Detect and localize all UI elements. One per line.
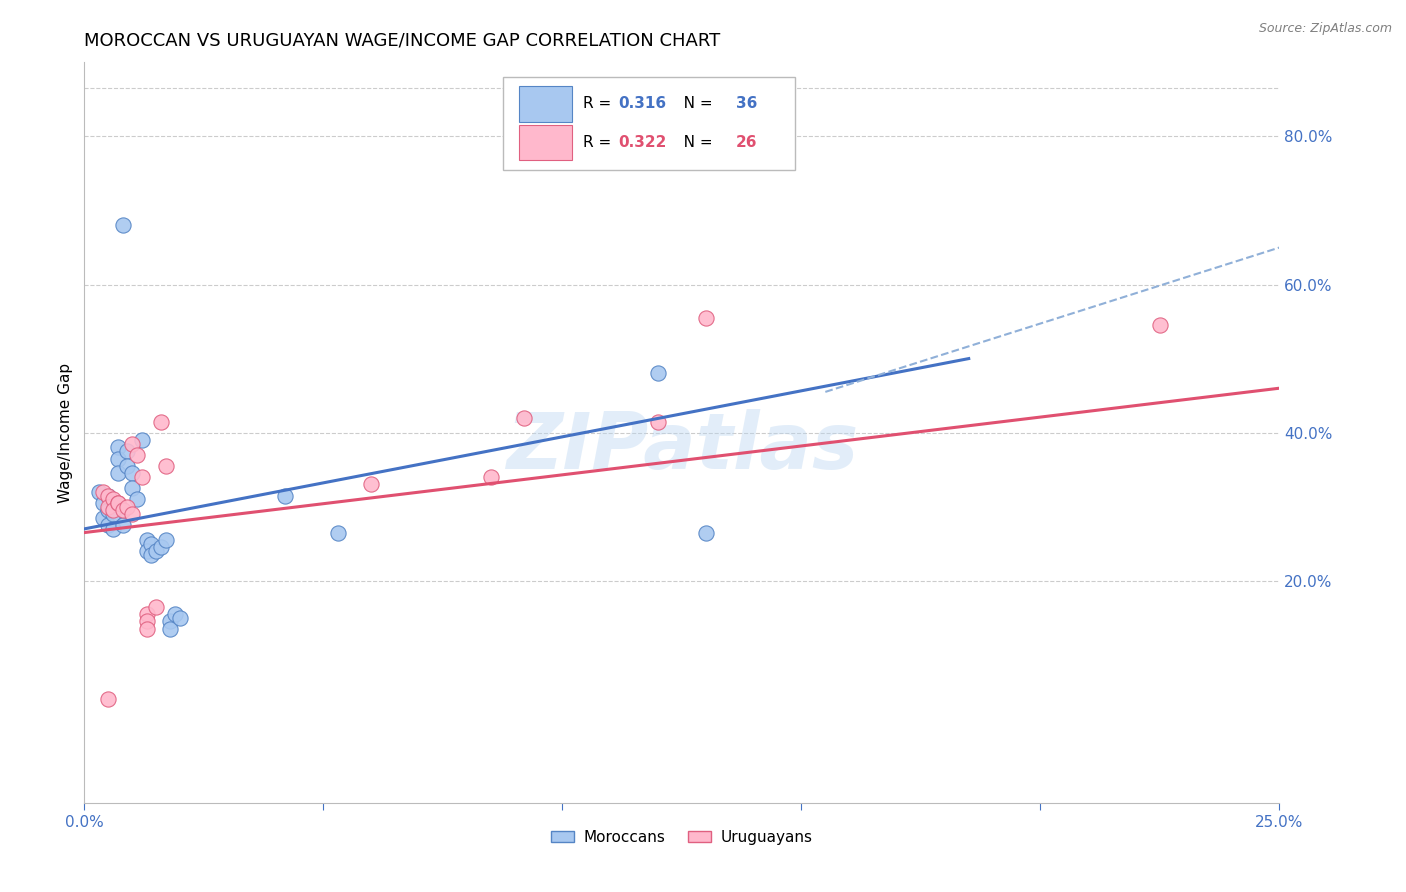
- Point: [121, 436, 143, 450]
- Point: [93, 496, 115, 510]
- Point: [159, 615, 181, 629]
- Legend: Moroccans, Uruguayans: Moroccans, Uruguayans: [546, 823, 818, 851]
- Point: [135, 544, 157, 558]
- Point: [125, 492, 148, 507]
- Point: [145, 599, 167, 614]
- Point: [149, 415, 172, 429]
- Text: R =: R =: [582, 135, 616, 150]
- Point: [101, 522, 124, 536]
- Point: [169, 610, 191, 624]
- Text: 0.322: 0.322: [619, 135, 666, 150]
- Y-axis label: Wage/Income Gap: Wage/Income Gap: [58, 362, 73, 503]
- Point: [131, 433, 153, 447]
- Point: [111, 518, 134, 533]
- Point: [326, 525, 349, 540]
- Point: [117, 500, 139, 514]
- Point: [107, 496, 129, 510]
- Point: [121, 507, 143, 521]
- Point: [97, 489, 120, 503]
- Text: 26: 26: [735, 135, 758, 150]
- Point: [97, 692, 120, 706]
- Point: [695, 310, 717, 325]
- Point: [141, 548, 163, 562]
- Point: [135, 622, 157, 636]
- Point: [121, 467, 143, 481]
- Point: [360, 477, 382, 491]
- Point: [97, 518, 120, 533]
- Text: N =: N =: [669, 96, 717, 112]
- FancyBboxPatch shape: [519, 87, 572, 121]
- Point: [93, 510, 115, 524]
- Point: [647, 415, 669, 429]
- Point: [101, 496, 124, 510]
- Point: [135, 607, 157, 621]
- Point: [155, 458, 177, 473]
- Text: ZIPatlas: ZIPatlas: [506, 409, 858, 485]
- Point: [101, 507, 124, 521]
- Text: 0.316: 0.316: [619, 96, 666, 112]
- Point: [145, 544, 167, 558]
- Point: [97, 500, 120, 514]
- Text: Source: ZipAtlas.com: Source: ZipAtlas.com: [1258, 22, 1392, 36]
- FancyBboxPatch shape: [503, 78, 796, 169]
- Point: [97, 489, 120, 503]
- Point: [695, 525, 717, 540]
- Point: [513, 410, 536, 425]
- Point: [107, 467, 129, 481]
- Point: [101, 503, 124, 517]
- Point: [121, 481, 143, 495]
- Text: MOROCCAN VS URUGUAYAN WAGE/INCOME GAP CORRELATION CHART: MOROCCAN VS URUGUAYAN WAGE/INCOME GAP CO…: [84, 32, 721, 50]
- Text: 36: 36: [735, 96, 756, 112]
- FancyBboxPatch shape: [519, 125, 572, 161]
- Text: N =: N =: [669, 135, 717, 150]
- Point: [135, 615, 157, 629]
- Point: [97, 503, 120, 517]
- Point: [479, 470, 502, 484]
- Point: [155, 533, 177, 547]
- Point: [111, 219, 134, 233]
- Point: [111, 503, 134, 517]
- Text: R =: R =: [582, 96, 616, 112]
- Point: [647, 367, 669, 381]
- Point: [135, 533, 157, 547]
- Point: [1149, 318, 1171, 333]
- Point: [107, 496, 129, 510]
- Point: [125, 448, 148, 462]
- Point: [101, 492, 124, 507]
- Point: [159, 622, 181, 636]
- Point: [107, 441, 129, 455]
- Point: [117, 458, 139, 473]
- Point: [141, 536, 163, 550]
- Point: [131, 470, 153, 484]
- Point: [274, 489, 297, 503]
- Point: [117, 444, 139, 458]
- Point: [149, 541, 172, 555]
- Point: [93, 484, 115, 499]
- Point: [111, 503, 134, 517]
- Point: [165, 607, 187, 621]
- Point: [107, 451, 129, 466]
- Point: [87, 484, 110, 499]
